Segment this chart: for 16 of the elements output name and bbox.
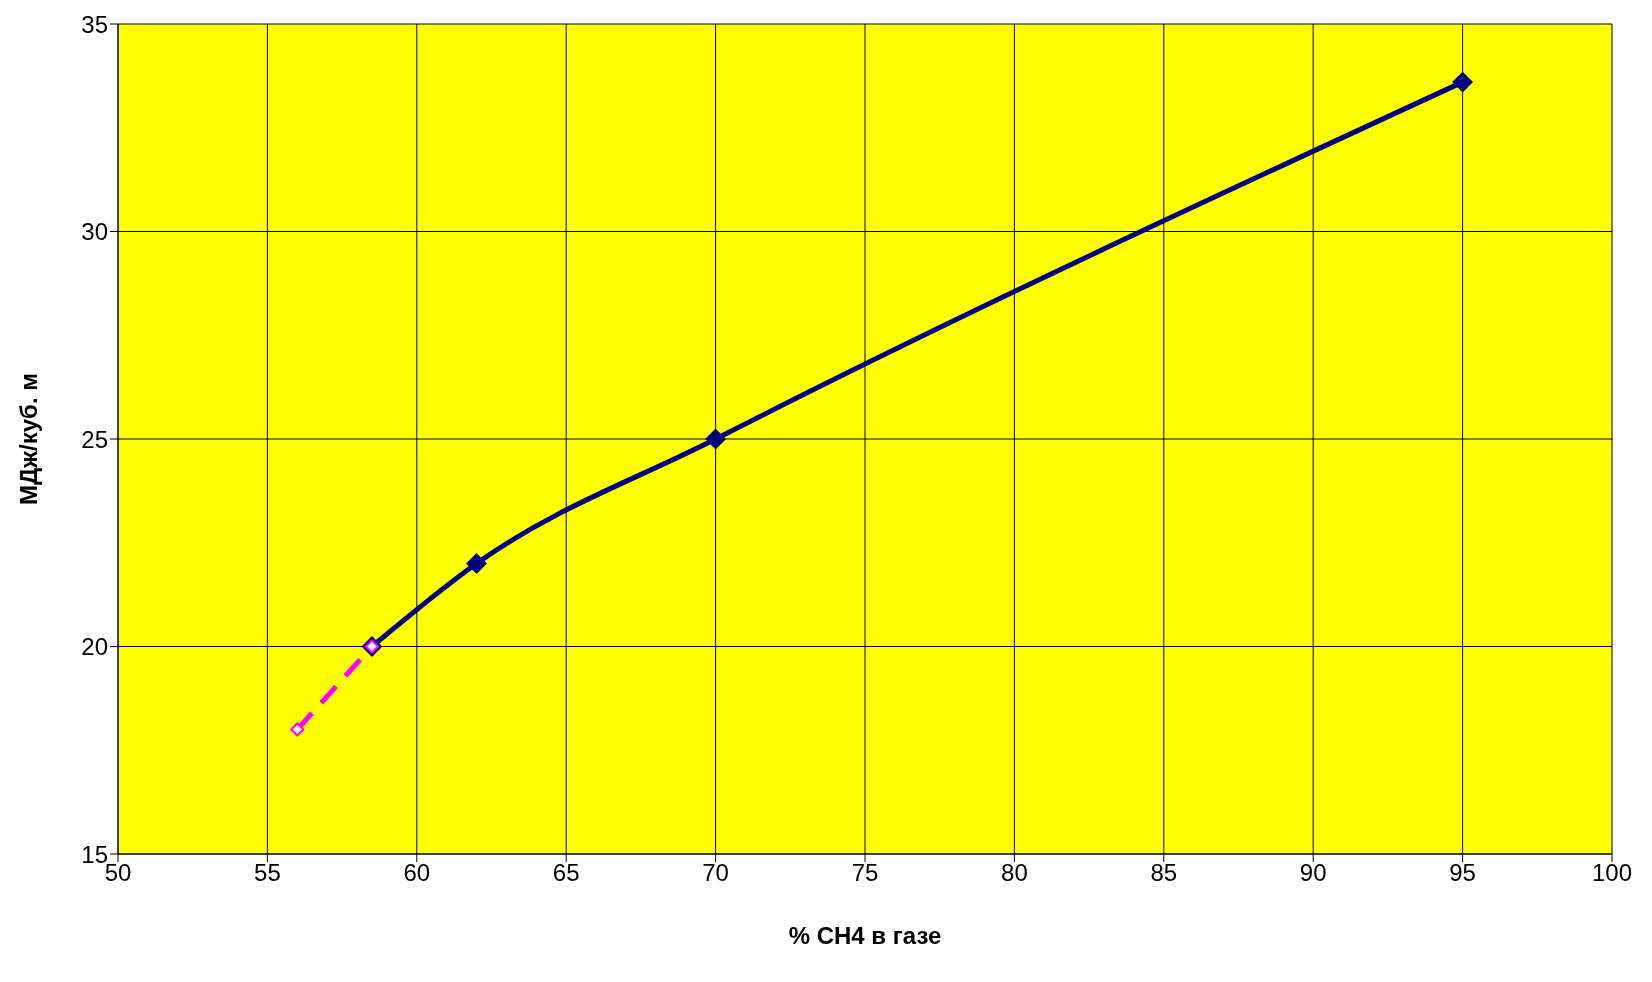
- x-tick-label: 90: [1299, 859, 1327, 887]
- x-tick-label: 65: [552, 859, 580, 887]
- x-tick-label: 80: [1001, 859, 1028, 887]
- y-tick-label: 20: [81, 633, 108, 661]
- y-tick-label: 25: [81, 425, 108, 453]
- y-axis-title: МДж/куб. м: [14, 372, 42, 506]
- x-tick-label: 55: [254, 859, 281, 887]
- x-tick-label: 70: [702, 859, 729, 887]
- y-tick-label: 30: [81, 218, 108, 246]
- x-axis-title: % CH4 в газе: [788, 922, 942, 949]
- x-tick-label: 75: [851, 859, 879, 887]
- x-tick-label: 85: [1150, 859, 1178, 887]
- y-tick-label: 35: [81, 10, 108, 38]
- x-tick-label: 95: [1449, 859, 1476, 887]
- x-tick-label: 60: [403, 859, 431, 887]
- x-tick-label: 100: [1591, 859, 1633, 887]
